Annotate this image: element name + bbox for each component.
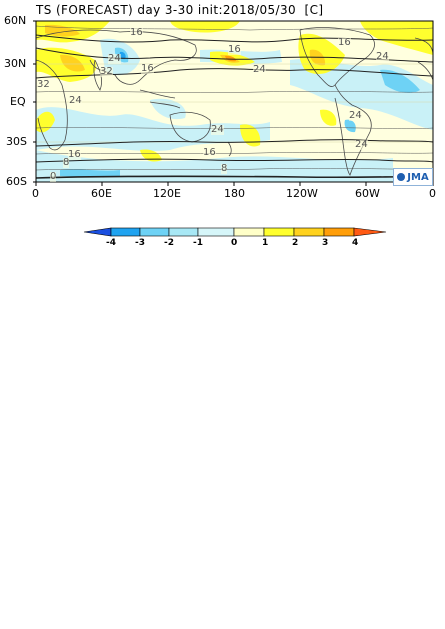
contour-label: 24 (108, 53, 121, 64)
colorbar-label: -4 (106, 238, 116, 248)
colorbar-label: 4 (352, 238, 359, 248)
contour-label: 32 (37, 79, 50, 90)
colorbar-label: 1 (262, 238, 269, 248)
colorbar (83, 227, 387, 237)
jma-globe-icon (397, 173, 406, 181)
colorbar-label: 2 (292, 238, 299, 248)
contour-label: 24 (253, 64, 266, 75)
contour-label: 24 (376, 51, 389, 62)
colorbar-label: -3 (135, 238, 145, 248)
thin-contours (35, 25, 434, 171)
colorbar-plus2 (293, 227, 325, 237)
contour-label: 16 (228, 44, 241, 55)
lon-label-60e: 60E (91, 187, 112, 200)
lon-label-180: 180 (224, 187, 245, 200)
contour-label: 0 (50, 171, 57, 182)
colorbar-minus2 (139, 227, 170, 237)
lon-ticks (35, 182, 434, 186)
contour-label: 24 (211, 124, 224, 135)
coastlines (35, 27, 434, 176)
contour-label: 32 (100, 66, 113, 77)
colorbar-label: -1 (193, 238, 203, 248)
colorbar-label: 0 (231, 238, 238, 248)
map-title: TS (FORECAST) day 3-30 init:2018/05/30 [… (36, 3, 324, 17)
contour-label: 8 (63, 157, 70, 168)
lon-label-0-east: 0 (429, 187, 436, 200)
contour-label: 24 (69, 95, 82, 106)
lon-label-120w: 120W (286, 187, 318, 200)
colorbar-minus0 (197, 227, 235, 237)
lon-label-0-west: 0 (32, 187, 39, 200)
colorbar-minus3 (110, 227, 141, 237)
colorbar-plus0 (233, 227, 265, 237)
contour-label: 16 (141, 63, 154, 74)
colorbar-plus3 (323, 227, 355, 237)
lat-label-30n: 30N (4, 57, 27, 70)
lat-label-60n: 60N (4, 14, 27, 27)
colorbar-plus1 (263, 227, 295, 237)
lon-label-60w: 60W (355, 187, 380, 200)
colorbar-plus4 (353, 227, 387, 237)
contour-label: 24 (355, 139, 368, 150)
colorbar-label: 3 (322, 238, 329, 248)
contour-label: 24 (349, 110, 362, 121)
contour-label: 16 (338, 37, 351, 48)
contour-label: 16 (68, 149, 81, 160)
colorbar-minus4 (83, 227, 112, 237)
deep-negative-anomaly (119, 51, 126, 60)
colorbar-label: -2 (164, 238, 174, 248)
lon-label-120e: 120E (153, 187, 181, 200)
lat-label-eq: EQ (10, 95, 26, 108)
contour-label: 16 (203, 147, 216, 158)
lat-label-60s: 60S (6, 175, 27, 188)
jma-logo: JMA (393, 168, 433, 186)
colorbar-minus1 (168, 227, 199, 237)
jma-logo-text: JMA (407, 171, 429, 183)
contour-label: 16 (130, 27, 143, 38)
contour-label: 8 (221, 163, 228, 174)
lat-label-30s: 30S (6, 135, 27, 148)
